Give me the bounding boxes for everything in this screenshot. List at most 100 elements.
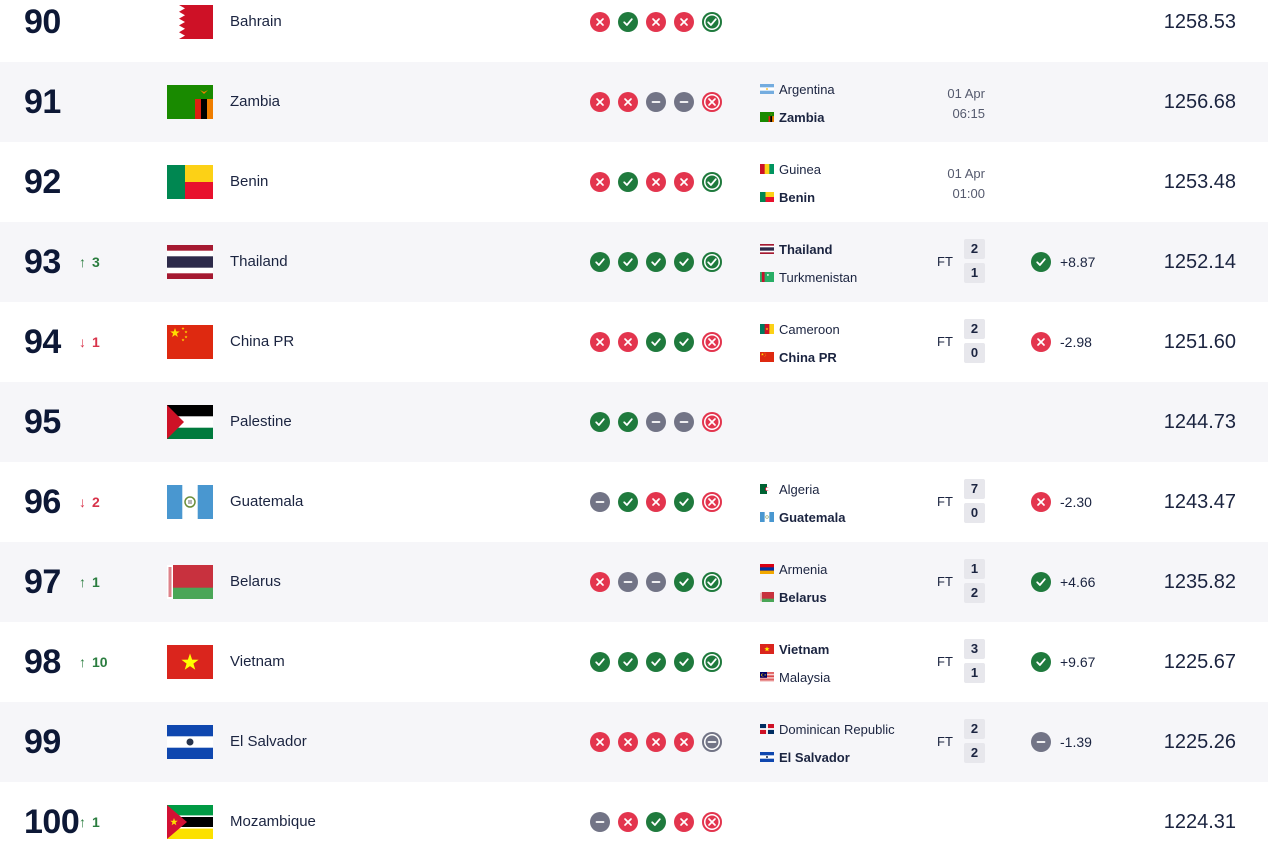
last-match[interactable]: Vietnam Malaysia	[760, 622, 940, 702]
check-icon	[618, 652, 638, 672]
home-score: 2	[964, 319, 985, 339]
table-row[interactable]: 90 Bahrain 1258.53	[0, 0, 1268, 62]
cross-icon	[674, 812, 694, 832]
points-change-value: +9.67	[1060, 654, 1096, 670]
table-row[interactable]: 96 ↓ 2 Guatemala Algeria Guatemala FT 7 0 -2.30 12…	[0, 462, 1268, 542]
table-row[interactable]: 98 ↑ 10 Vietnam Vietnam Malaysia FT 3 1 +9.67 1225…	[0, 622, 1268, 702]
table-row[interactable]: 92 Benin Guinea Benin 01 Apr 01:00 1253.48	[0, 142, 1268, 222]
away-flag-icon	[760, 112, 774, 122]
check-icon	[674, 572, 694, 592]
match-status: FT	[937, 574, 953, 589]
team-name[interactable]: Mozambique	[230, 813, 316, 830]
minus-icon	[674, 412, 694, 432]
points-change-value: -2.30	[1060, 494, 1092, 510]
form-guide	[590, 732, 722, 752]
cross-icon	[674, 172, 694, 192]
match-home-team: Guinea	[760, 161, 821, 177]
team-name[interactable]: Thailand	[230, 253, 288, 270]
form-guide	[590, 332, 722, 352]
home-flag-icon	[760, 244, 774, 254]
total-points: 1258.53	[1163, 11, 1236, 33]
points-change-value: -2.98	[1060, 334, 1092, 350]
total-points: 1235.82	[1163, 571, 1236, 593]
away-team-name: Malaysia	[779, 669, 831, 685]
away-team-name: Belarus	[779, 589, 827, 605]
rank-number: 93	[24, 243, 61, 281]
last-match[interactable]: Cameroon China PR	[760, 302, 940, 382]
table-row[interactable]: 94 ↓ 1 China PR Cameroon China PR FT 2 0 -2.98 125…	[0, 302, 1268, 382]
team-name[interactable]: Belarus	[230, 573, 281, 590]
team-flag-icon	[167, 85, 213, 119]
rank-number: 95	[24, 403, 61, 441]
points-change: -2.98	[1031, 332, 1092, 352]
home-team-name: Argentina	[779, 81, 835, 97]
table-row[interactable]: 97 ↑ 1 Belarus Armenia Belarus FT 1 2 +4.66 1235.8…	[0, 542, 1268, 622]
check-icon	[674, 492, 694, 512]
team-name[interactable]: China PR	[230, 333, 295, 350]
cross-icon	[646, 492, 666, 512]
match-home-team: Thailand	[760, 241, 832, 257]
team-name[interactable]: Vietnam	[230, 653, 285, 670]
table-row[interactable]: 95 Palestine 1244.73	[0, 382, 1268, 462]
points-change: +4.66	[1031, 572, 1095, 592]
team-name[interactable]: Zambia	[230, 93, 281, 110]
rank-number: 98	[24, 643, 61, 681]
team-flag-icon	[167, 485, 213, 519]
cross-icon	[590, 332, 610, 352]
rank-movement: ↓ 2	[79, 462, 100, 542]
match-away-team: Zambia	[760, 109, 825, 125]
match-home-team: Cameroon	[760, 321, 840, 337]
away-score: 0	[964, 343, 985, 363]
check-icon	[618, 12, 638, 32]
team-flag-icon	[167, 645, 213, 679]
away-score: 1	[964, 263, 985, 283]
match-away-team: Turkmenistan	[760, 269, 857, 285]
match-status: FT	[937, 334, 953, 349]
arrow-up-icon: ↑	[79, 574, 86, 590]
check-icon	[1031, 572, 1051, 592]
minus-icon	[674, 92, 694, 112]
total-points: 1252.14	[1163, 251, 1236, 273]
rank-number: 92	[24, 163, 61, 201]
team-name[interactable]: El Salvador	[230, 733, 307, 750]
home-flag-icon	[760, 484, 774, 494]
last-match[interactable]: Argentina Zambia	[760, 62, 940, 142]
points-change-value: +4.66	[1060, 574, 1096, 590]
cross-icon	[590, 12, 610, 32]
table-row[interactable]: 91 Zambia Argentina Zambia 01 Apr 06:15 1256.6…	[0, 62, 1268, 142]
cross-icon	[618, 92, 638, 112]
table-row[interactable]: 100 ↑ 1 Mozambique 1224.31	[0, 782, 1268, 847]
form-guide	[590, 252, 722, 272]
form-guide	[590, 12, 722, 32]
table-row[interactable]: 99 El Salvador Dominican Republic El Salvad…	[0, 702, 1268, 782]
last-match[interactable]: Guinea Benin	[760, 142, 940, 222]
check-icon	[646, 332, 666, 352]
team-name[interactable]: Benin	[230, 173, 269, 190]
last-match[interactable]: Thailand Turkmenistan	[760, 222, 940, 302]
away-team-name: China PR	[779, 349, 837, 365]
total-points: 1225.67	[1163, 651, 1236, 673]
cross-icon	[590, 172, 610, 192]
cross-icon	[618, 332, 638, 352]
match-away-team: China PR	[760, 349, 837, 365]
last-match[interactable]: Algeria Guatemala	[760, 462, 940, 542]
cross-icon	[590, 92, 610, 112]
arrow-down-icon: ↓	[79, 494, 86, 510]
team-name[interactable]: Guatemala	[230, 493, 304, 510]
match-away-team: Benin	[760, 189, 815, 205]
cross-icon	[702, 412, 722, 432]
team-name[interactable]: Bahrain	[230, 13, 282, 30]
last-match[interactable]: Armenia Belarus	[760, 542, 940, 622]
home-team-name: Algeria	[779, 481, 820, 497]
team-name[interactable]: Palestine	[230, 413, 292, 430]
form-guide	[590, 652, 722, 672]
cross-icon	[702, 812, 722, 832]
table-row[interactable]: 93 ↑ 3 Thailand Thailand Turkmenistan FT 2 1 +8.8…	[0, 222, 1268, 302]
match-home-team: Armenia	[760, 561, 827, 577]
check-icon	[618, 492, 638, 512]
rank-number: 99	[24, 723, 61, 761]
check-icon	[618, 252, 638, 272]
home-flag-icon	[760, 564, 774, 574]
last-match[interactable]: Dominican Republic El Salvador	[760, 702, 940, 782]
home-score: 1	[964, 559, 985, 579]
